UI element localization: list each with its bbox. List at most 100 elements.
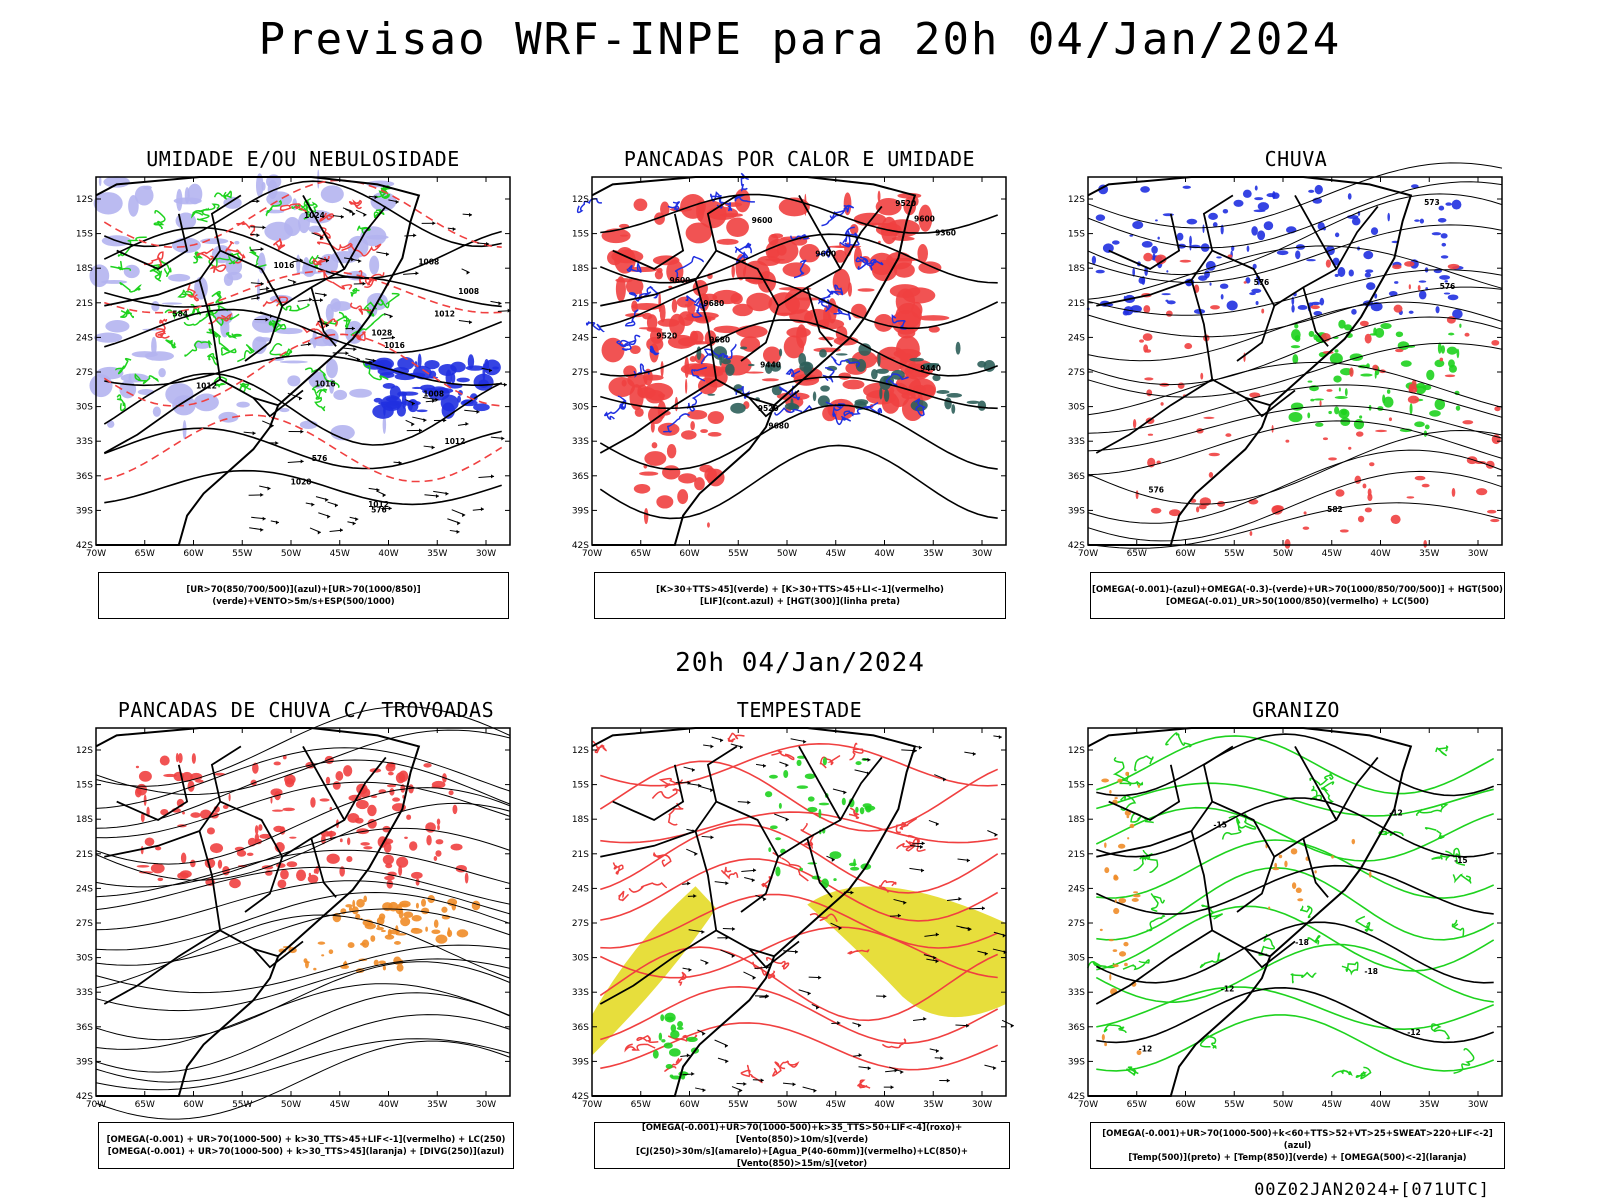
instability-red-area	[658, 393, 666, 398]
instability-red-area	[651, 442, 658, 449]
wind-vector-head	[262, 225, 266, 230]
country-border	[1302, 287, 1329, 347]
contour-label: 1012	[434, 309, 455, 318]
wind-vector-head	[883, 994, 887, 999]
thunderstorm-red-area	[282, 807, 295, 812]
wind-vector-head	[818, 975, 822, 980]
wind-vector-head	[958, 896, 962, 901]
instability-green-area	[944, 397, 952, 410]
humidity-low-contour	[350, 313, 386, 337]
omega-500-area	[1099, 928, 1103, 932]
omega-red-area	[1203, 416, 1215, 419]
lifted-index-contour	[855, 256, 873, 271]
omega-red-area	[1135, 490, 1139, 500]
coastline	[95, 727, 421, 1097]
temperature-850-detail	[1199, 952, 1227, 969]
omega-red-area	[1494, 406, 1501, 412]
thunderstorm-orange-area	[393, 941, 401, 945]
wind-vector-head	[256, 233, 260, 238]
thunderstorm-red-area	[435, 850, 442, 857]
streamline-850	[600, 858, 999, 922]
humidity-mid-shading	[255, 337, 272, 343]
wind-vector-head	[252, 431, 256, 436]
legend-pancadas-calor: [K>30+TTS>45](verde) + [K>30+TTS>45+LI<-…	[594, 572, 1006, 619]
instability-red-area	[637, 384, 648, 398]
humidity-mid-shading	[137, 388, 155, 396]
country-border	[600, 745, 738, 858]
omega-green-area	[1334, 406, 1340, 415]
thunderstorm-orange-area	[370, 935, 376, 942]
temperature-850-detail	[1424, 827, 1445, 839]
omega-500-area	[1114, 797, 1118, 800]
jet-stream-area	[807, 886, 1006, 1018]
thunderstorm-red-area	[411, 871, 423, 879]
wind-850-area	[661, 1039, 666, 1043]
humidity-low-contour	[205, 304, 229, 316]
wind-vector-head	[489, 368, 493, 373]
omega-green-area	[1344, 388, 1348, 397]
lon-tick-label: 65W	[631, 1100, 651, 1110]
temperature-850-detail	[1307, 935, 1321, 945]
wind-vector-head	[691, 767, 695, 772]
omega-red-area	[1407, 395, 1420, 404]
omega-blue-area	[1410, 184, 1419, 189]
thunderstorm-red-area	[325, 776, 331, 785]
wind-vector-head	[858, 1053, 862, 1058]
thunderstorm-red-area	[386, 879, 393, 889]
contour-label: -12	[1407, 1028, 1421, 1037]
humidity-mid-shading	[236, 401, 250, 408]
legend-line: [OMEGA(-0.001) + UR>70(1000-500) + k>30_…	[106, 1134, 506, 1145]
contour-label: 584	[172, 310, 188, 319]
omega-blue-area	[1297, 305, 1308, 310]
humidity-low-contour	[314, 396, 326, 412]
instability-red-area	[776, 244, 787, 256]
contour-label: -15	[1213, 821, 1227, 830]
panel-title: TEMPESTADE	[736, 698, 863, 722]
streamline-250	[95, 1014, 511, 1083]
omega-red-area	[1249, 392, 1261, 398]
wind-vector-head	[267, 486, 271, 491]
isobar	[104, 427, 502, 470]
wind-vector-head	[411, 422, 415, 427]
wind-850-area	[668, 1048, 681, 1057]
omega-blue-area	[1370, 301, 1383, 312]
wind-vector-head	[981, 906, 985, 911]
lon-tick-label: 40W	[874, 1100, 894, 1110]
legend-line: [OMEGA(-0.001)-(azul)+OMEGA(-0.3)-(verde…	[1092, 584, 1503, 595]
thunderstorm-red-area	[398, 865, 403, 877]
lon-tick-label: 45W	[1322, 549, 1342, 559]
omega-green-area	[1334, 396, 1348, 399]
country-border	[1273, 756, 1379, 858]
thickness-dashed	[103, 333, 502, 407]
humidity-mid-shading	[382, 415, 387, 434]
precipitable-water-contour	[819, 755, 841, 769]
wind-vector-head	[362, 281, 366, 286]
wind-vector-head	[694, 852, 698, 857]
instability-green-area	[778, 348, 783, 357]
lifted-index-contour	[830, 355, 860, 368]
lifted-index-contour	[691, 366, 708, 382]
humidity-mid-shading	[165, 383, 194, 406]
instability-red-area	[659, 303, 666, 323]
omega-green-area	[1429, 410, 1441, 417]
omega-red-area	[1444, 374, 1456, 378]
thunderstorm-red-area	[136, 864, 150, 868]
temperature-850-detail	[1201, 904, 1223, 920]
humidity-mid-shading	[144, 351, 174, 361]
omega-red-area	[1322, 437, 1328, 441]
humidity-high-shading	[483, 359, 501, 376]
lifted-index-contour	[685, 295, 706, 310]
plot-frame	[591, 176, 1007, 546]
thunderstorm-red-area	[452, 804, 458, 815]
country-border	[715, 800, 780, 913]
instability-red-area	[707, 411, 724, 425]
wind-850-area	[670, 1024, 677, 1033]
lon-tick-label: 30W	[1468, 1100, 1488, 1110]
omega-500-area	[1129, 823, 1135, 829]
wind-vector-head	[334, 503, 338, 508]
omega-green-area	[1448, 332, 1455, 336]
instability-red-area	[666, 444, 677, 459]
geopotential-300	[599, 404, 998, 471]
legend-line: [OMEGA(-0.001)+UR>70(1000-500)+k>35_TTS>…	[641, 1122, 963, 1145]
wind-850-area	[833, 878, 837, 882]
